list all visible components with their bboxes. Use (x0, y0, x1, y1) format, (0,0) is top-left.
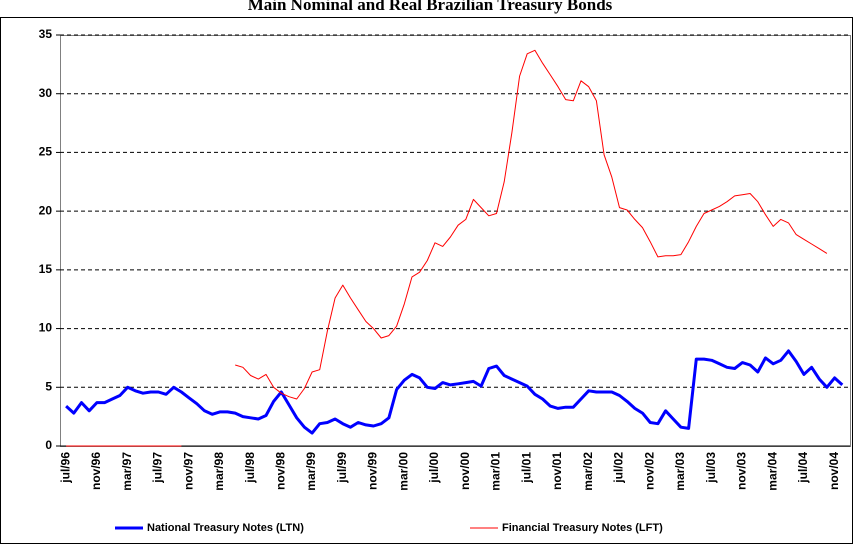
chart-title: Main Nominal and Real Brazilian Treasury… (248, 0, 613, 14)
x-tick-label: nov/97 (181, 452, 195, 490)
x-tick-label: nov/96 (89, 452, 103, 490)
x-tick-label: nov/00 (458, 452, 472, 490)
x-tick-label: nov/03 (735, 452, 749, 490)
x-tick-label: nov/98 (273, 452, 287, 490)
x-tick-label: nov/04 (827, 452, 841, 490)
y-tick-label: 25 (39, 145, 53, 159)
x-tick-label: jul/96 (58, 452, 72, 484)
y-tick-label: 15 (39, 262, 53, 276)
x-tick-label: jul/03 (704, 452, 718, 484)
x-tick-label: mar/04 (765, 452, 779, 491)
legend-label: National Treasury Notes (LTN) (147, 522, 304, 534)
x-tick-label: jul/00 (427, 452, 441, 484)
y-tick-label: 5 (45, 379, 52, 393)
x-tick-label: mar/00 (396, 452, 410, 491)
y-tick-label: 30 (39, 86, 53, 100)
x-tick-label: jul/02 (612, 452, 626, 484)
x-tick-label: jul/99 (335, 452, 349, 484)
legend-label: Financial Treasury Notes (LFT) (502, 522, 663, 534)
chart-border (0, 17, 853, 544)
x-tick-label: nov/99 (366, 452, 380, 490)
series-line (66, 49, 828, 447)
x-tick-label: jul/98 (243, 452, 257, 484)
x-tick-label: nov/01 (550, 452, 564, 490)
y-tick-label: 10 (39, 321, 53, 335)
x-tick-label: jul/04 (796, 452, 810, 484)
x-tick-label: nov/02 (642, 452, 656, 490)
y-tick-label: 35 (39, 27, 53, 41)
y-tick-label: 0 (45, 438, 52, 452)
x-tick-label: jul/01 (519, 452, 533, 484)
y-tick-label: 20 (39, 203, 53, 217)
x-tick-label: mar/02 (581, 452, 595, 491)
x-tick-label: mar/03 (673, 452, 687, 491)
x-tick-label: mar/01 (489, 452, 503, 491)
x-tick-label: jul/97 (151, 452, 165, 484)
series-line (65, 349, 844, 435)
x-tick-label: mar/97 (120, 452, 134, 491)
x-tick-label: mar/98 (212, 452, 226, 491)
x-tick-label: mar/99 (304, 452, 318, 491)
